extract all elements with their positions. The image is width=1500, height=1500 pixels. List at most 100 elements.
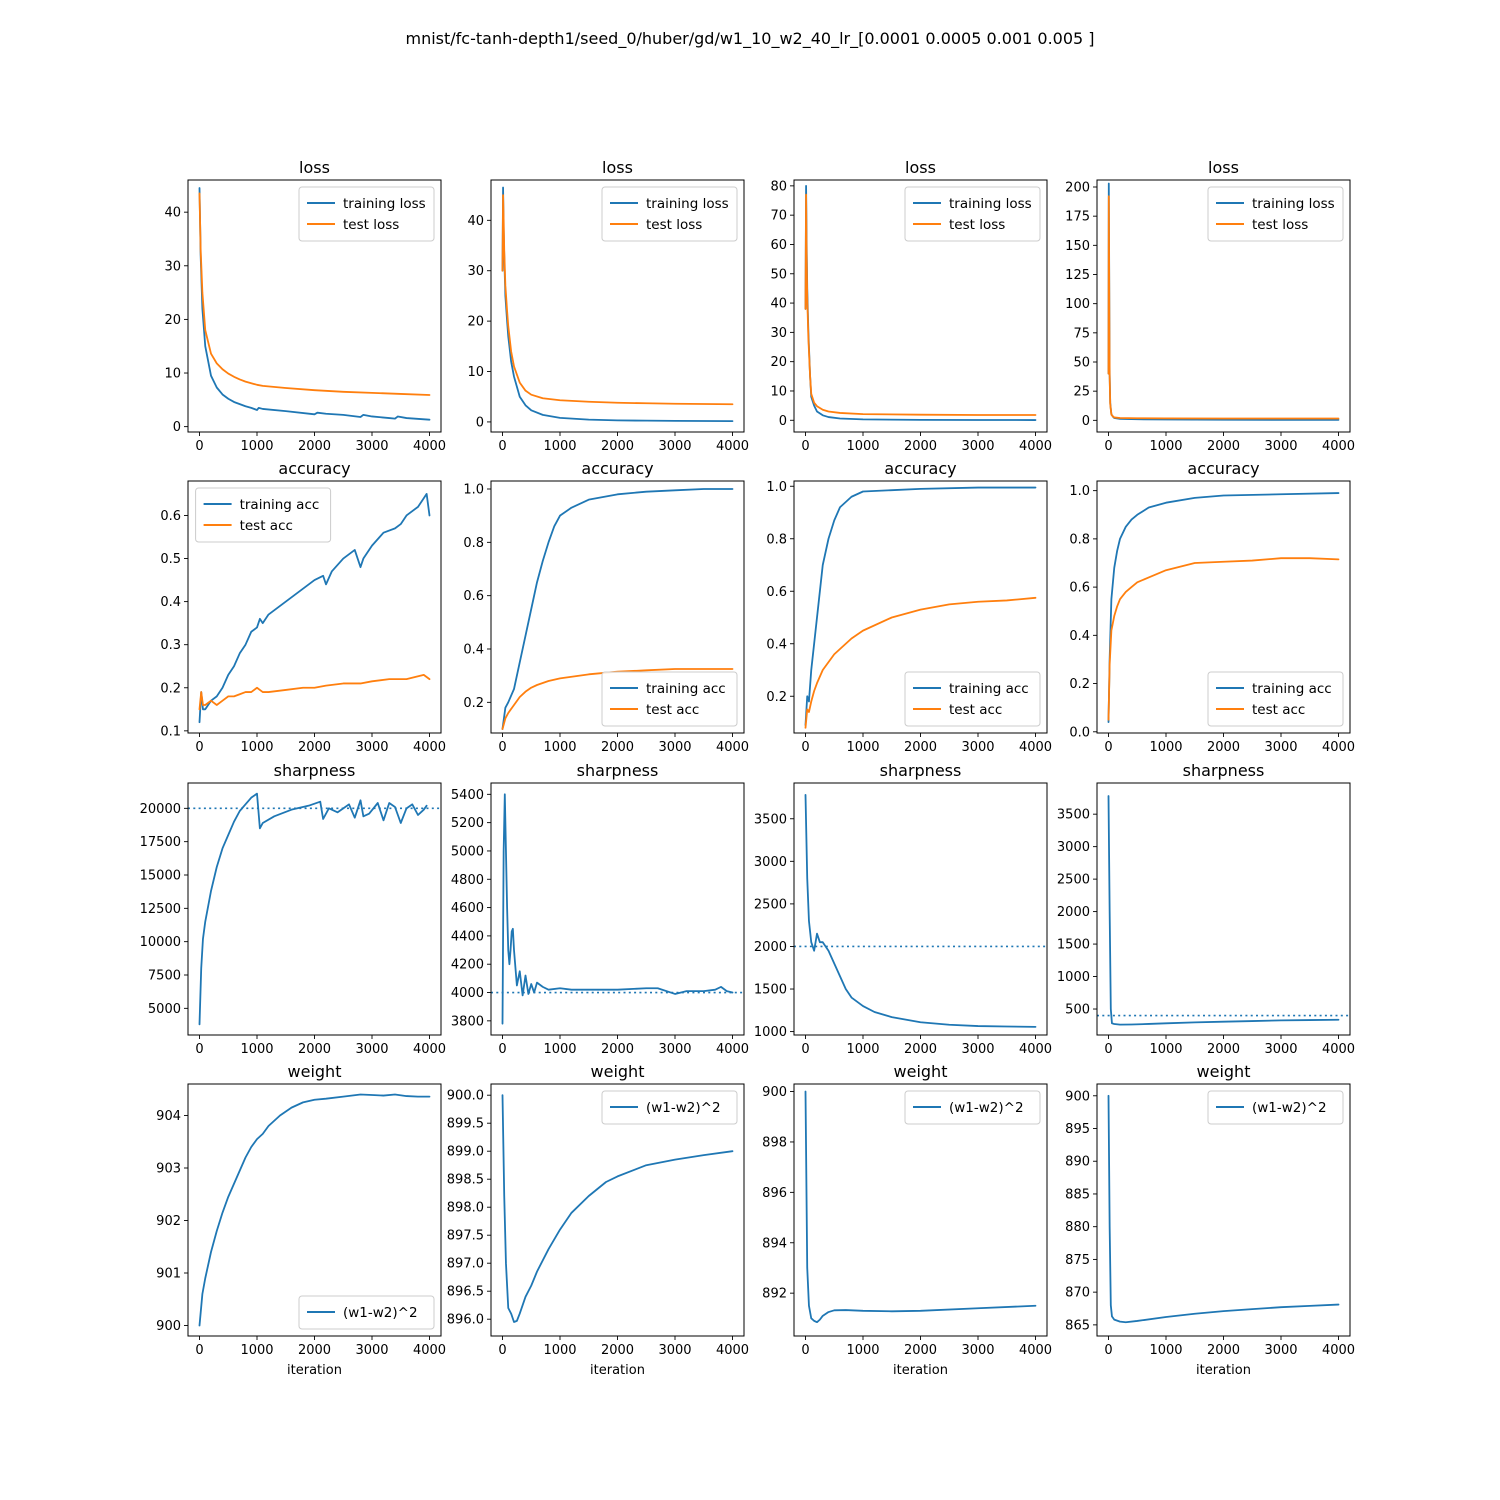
legend-entry: test loss: [1252, 217, 1308, 233]
x-tick-label: 0: [498, 740, 506, 755]
x-tick-label: 2000: [298, 740, 331, 755]
y-tick-label: 1500: [1057, 938, 1090, 953]
x-tick-label: 4000: [716, 1343, 749, 1358]
legend-entry: training loss: [949, 196, 1032, 212]
x-tick-label: 3000: [658, 1343, 691, 1358]
legend: (w1-w2)^2: [298, 1295, 435, 1330]
legend-entry: (w1-w2)^2: [646, 1100, 721, 1116]
x-tick-label: 2000: [298, 1343, 331, 1358]
subplot-weight-1: weight 0 1000 2000 3000 4000 896.0 896.5 897.0 89…: [447, 1062, 749, 1378]
plot-area: [501, 488, 734, 730]
y-tick-label: 20: [467, 315, 484, 330]
y-tick-label: 7500: [148, 969, 181, 984]
legend-entry: (w1-w2)^2: [949, 1100, 1024, 1116]
x-tick-label: 4000: [1019, 740, 1052, 755]
x-tick-label: 1000: [240, 740, 273, 755]
series-line-training-acc: [1107, 492, 1340, 724]
y-tick-label: 875: [1065, 1253, 1090, 1268]
legend: training acc test acc: [601, 671, 738, 727]
y-tick-label: 150: [1065, 239, 1090, 254]
plot-area: [491, 793, 744, 1025]
y-tick-label: 1.0: [463, 483, 484, 498]
y-tick-label: 0.2: [463, 696, 484, 711]
subplot-sharp-1: sharpness 0 1000 2000 3000 4000 3800 4000 4200 44…: [451, 761, 749, 1057]
legend-entry: training acc: [240, 497, 320, 513]
plot-area: [188, 792, 441, 1026]
y-tick-label: 20: [770, 355, 787, 370]
y-tick-label: 3000: [1057, 840, 1090, 855]
series-line-0: [804, 794, 1037, 1028]
subplot-title: loss: [299, 158, 330, 177]
y-tick-label: 500: [1065, 1003, 1090, 1018]
y-tick-label: 0.4: [1069, 629, 1090, 644]
subplot-title: accuracy: [884, 459, 956, 478]
y-tick-label: 1000: [1057, 970, 1090, 985]
plot-area: [1107, 182, 1340, 421]
plot-area: [198, 1093, 431, 1327]
y-tick-label: 40: [770, 297, 787, 312]
legend-entry: training acc: [646, 681, 726, 697]
legend: training loss test loss: [298, 186, 435, 242]
x-tick-label: 0: [1104, 1343, 1112, 1358]
y-tick-label: 200: [1065, 181, 1090, 196]
axes-frame: [793, 480, 1048, 734]
y-tick-label: 70: [770, 209, 787, 224]
y-tick-label: 3800: [451, 1014, 484, 1029]
subplot-title: sharpness: [880, 761, 962, 780]
x-tick-label: 0: [1104, 1042, 1112, 1057]
y-tick-label: 897.5: [447, 1229, 484, 1244]
legend: (w1-w2)^2: [904, 1090, 1041, 1125]
axes-frame: [490, 179, 745, 433]
y-tick-label: 896: [762, 1186, 787, 1201]
y-tick-label: 0.8: [463, 536, 484, 551]
y-tick-label: 900: [1065, 1089, 1090, 1104]
y-tick-label: 0: [1082, 414, 1090, 429]
x-tick-label: 0: [1104, 439, 1112, 454]
x-tick-label: 3000: [658, 740, 691, 755]
x-tick-label: 2000: [1207, 1042, 1240, 1057]
x-tick-label: 1000: [846, 1042, 879, 1057]
series-line-test-loss: [804, 193, 1037, 416]
legend: training loss test loss: [601, 186, 738, 242]
y-tick-label: 1500: [754, 983, 787, 998]
plot-area: [804, 1090, 1037, 1324]
x-tick-label: 4000: [1019, 1343, 1052, 1358]
y-tick-label: 900.0: [447, 1089, 484, 1104]
subplot-weight-2: weight 0 1000 2000 3000 4000 892 894 896 898 900 it…: [762, 1062, 1052, 1378]
x-axis-label: iteration: [893, 1363, 948, 1378]
y-tick-label: 0.4: [766, 637, 787, 652]
y-tick-label: 50: [770, 267, 787, 282]
x-tick-label: 2000: [904, 439, 937, 454]
x-tick-label: 0: [801, 1042, 809, 1057]
legend: training acc test acc: [1207, 671, 1344, 727]
legend-box: [904, 186, 1041, 242]
axes-frame: [187, 480, 442, 734]
x-tick-label: 4000: [716, 740, 749, 755]
y-tick-label: 5000: [148, 1002, 181, 1017]
y-tick-label: 3500: [754, 812, 787, 827]
y-tick-label: 898.5: [447, 1173, 484, 1188]
x-tick-label: 0: [801, 439, 809, 454]
y-tick-label: 175: [1065, 210, 1090, 225]
series-line-test-loss: [501, 194, 734, 406]
series-line-training-acc: [198, 493, 431, 724]
x-tick-label: 1000: [543, 1343, 576, 1358]
series-line-training-acc: [804, 486, 1037, 727]
subplot-weight-3: weight 0 1000 2000 3000 4000 865 870 875 880 885 89…: [1065, 1062, 1355, 1378]
x-tick-label: 3000: [1264, 439, 1297, 454]
legend-box: [904, 671, 1041, 727]
y-tick-label: 5200: [451, 816, 484, 831]
y-tick-label: 125: [1065, 268, 1090, 283]
subplot-title: weight: [894, 1062, 948, 1081]
subplot-acc-1: accuracy 0 1000 2000 3000 4000 0.2 0.4 0.6 0.8 1.0…: [463, 459, 749, 755]
series-line-test-acc: [1107, 557, 1340, 721]
series-line-training-loss: [198, 187, 431, 421]
y-tick-label: 896.5: [447, 1285, 484, 1300]
series-line-0: [198, 792, 428, 1026]
axes-frame: [1096, 1083, 1351, 1337]
x-tick-label: 0: [801, 740, 809, 755]
y-tick-label: 0.6: [160, 509, 181, 524]
x-tick-label: 2000: [1207, 1343, 1240, 1358]
subplot-acc-3: accuracy 0 1000 2000 3000 4000 0.0 0.2 0.4 0.6 0.8…: [1069, 459, 1355, 755]
series-line--w1-w2-2: [1107, 1094, 1340, 1324]
